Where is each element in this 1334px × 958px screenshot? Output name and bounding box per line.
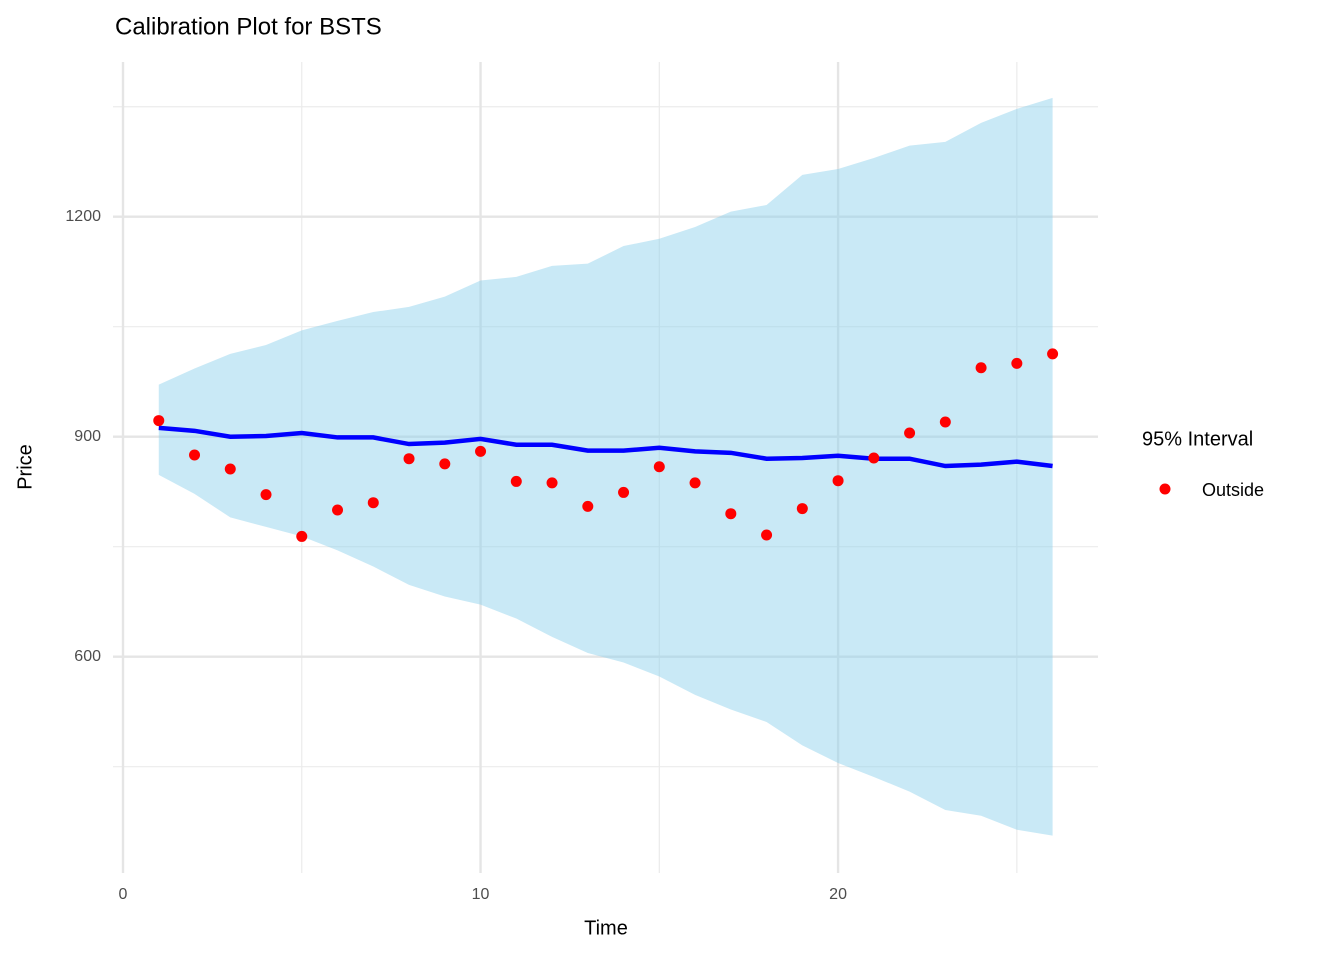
point: [904, 427, 916, 439]
x-tick-label: 0: [119, 886, 128, 903]
point: [224, 463, 236, 475]
point: [975, 362, 987, 374]
chart-title: Calibration Plot for BSTS: [115, 13, 382, 40]
point: [1011, 357, 1023, 369]
point: [367, 497, 379, 509]
point: [439, 458, 451, 470]
point: [153, 415, 165, 427]
point: [761, 529, 773, 541]
legend-title: 95% Interval: [1142, 428, 1253, 450]
y-tick-label: 1200: [65, 208, 101, 225]
legend-marker: [1159, 483, 1171, 495]
point: [189, 449, 201, 461]
point: [618, 486, 630, 498]
y-axis-label: Price: [14, 444, 36, 490]
point: [832, 475, 844, 487]
point: [725, 508, 737, 520]
x-axis-label: Time: [584, 917, 628, 939]
point: [260, 489, 272, 501]
y-tick-label: 600: [74, 648, 101, 665]
point: [796, 503, 808, 515]
mean-line: [158, 425, 1053, 469]
point: [582, 500, 594, 512]
point: [653, 461, 665, 473]
x-tick-label: 20: [829, 886, 847, 903]
point: [332, 504, 344, 516]
legend-label: Outside: [1202, 480, 1264, 500]
point: [868, 452, 880, 464]
point: [510, 475, 522, 487]
point: [403, 453, 415, 465]
x-tick-label: 10: [472, 886, 490, 903]
interval-band: [158, 97, 1053, 836]
point: [296, 530, 308, 542]
y-tick-label: 900: [74, 428, 101, 445]
point: [475, 445, 487, 457]
point: [689, 477, 701, 489]
point: [939, 416, 951, 428]
point: [1047, 348, 1059, 360]
point: [546, 477, 558, 489]
